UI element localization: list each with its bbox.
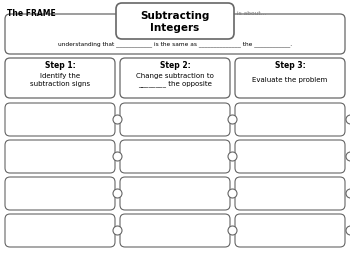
FancyBboxPatch shape [116, 3, 234, 39]
Text: Step 1:: Step 1: [45, 60, 75, 69]
Text: Identify the
subtraction signs: Identify the subtraction signs [30, 73, 90, 87]
FancyBboxPatch shape [5, 177, 115, 210]
FancyBboxPatch shape [5, 58, 115, 98]
Text: Step 3:: Step 3: [275, 60, 305, 69]
Text: Step 2:: Step 2: [160, 60, 190, 69]
Circle shape [113, 226, 122, 235]
Circle shape [228, 115, 237, 124]
FancyBboxPatch shape [5, 14, 345, 54]
Circle shape [113, 189, 122, 198]
Circle shape [346, 189, 350, 198]
FancyBboxPatch shape [120, 214, 230, 247]
FancyBboxPatch shape [5, 214, 115, 247]
FancyBboxPatch shape [235, 214, 345, 247]
FancyBboxPatch shape [120, 140, 230, 173]
Circle shape [228, 226, 237, 235]
Text: understanding that ____________ is the same as ______________ the ____________.: understanding that ____________ is the s… [58, 41, 292, 47]
Circle shape [113, 152, 122, 161]
FancyBboxPatch shape [120, 177, 230, 210]
Circle shape [228, 189, 237, 198]
Circle shape [113, 115, 122, 124]
Circle shape [346, 115, 350, 124]
Circle shape [228, 152, 237, 161]
Text: Subtracting
Integers: Subtracting Integers [140, 11, 210, 33]
FancyBboxPatch shape [235, 103, 345, 136]
FancyBboxPatch shape [5, 140, 115, 173]
Text: Change subtraction to
________ the opposite: Change subtraction to ________ the oppos… [136, 73, 214, 87]
FancyBboxPatch shape [235, 58, 345, 98]
Text: Evaluate the problem: Evaluate the problem [252, 77, 328, 83]
FancyBboxPatch shape [235, 177, 345, 210]
Circle shape [346, 226, 350, 235]
Circle shape [346, 152, 350, 161]
Text: is about...: is about... [237, 11, 266, 16]
FancyBboxPatch shape [235, 140, 345, 173]
Text: The FRAME: The FRAME [7, 9, 56, 18]
FancyBboxPatch shape [120, 58, 230, 98]
FancyBboxPatch shape [5, 103, 115, 136]
FancyBboxPatch shape [120, 103, 230, 136]
